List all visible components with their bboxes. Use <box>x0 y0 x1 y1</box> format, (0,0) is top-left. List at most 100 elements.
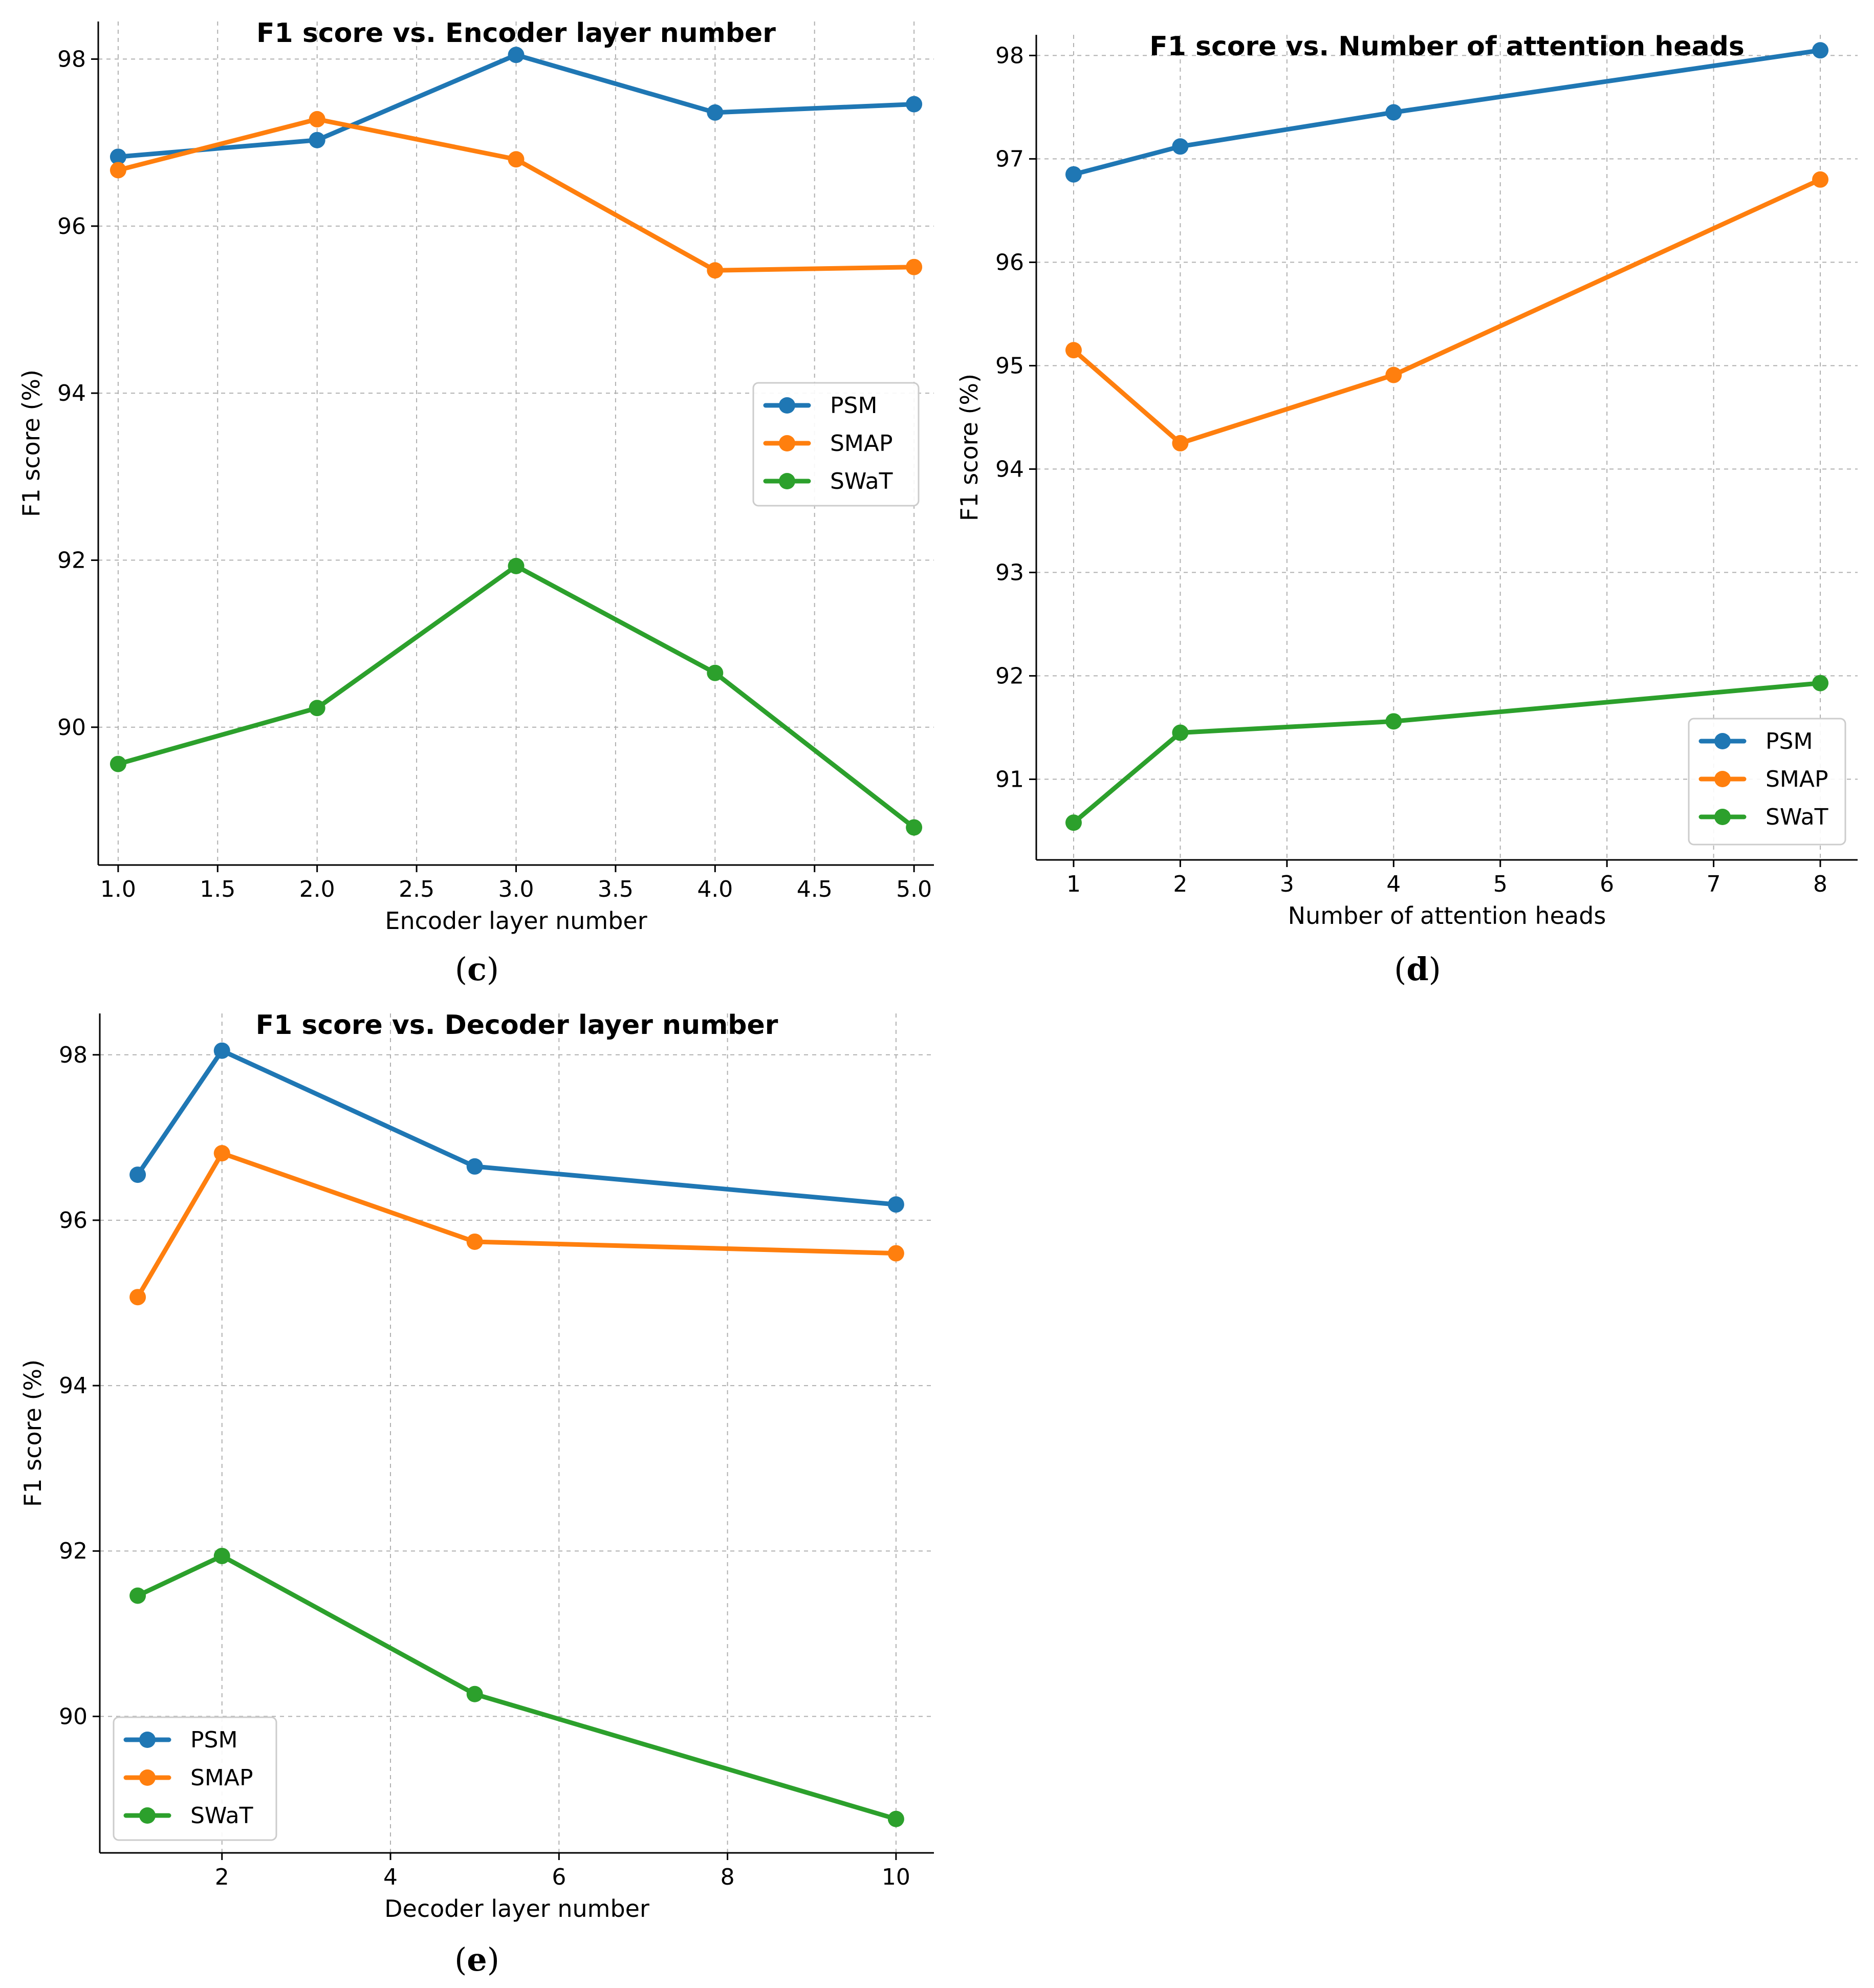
data-point-psm <box>707 104 724 121</box>
legend-marker-psm <box>1714 733 1731 749</box>
y-tick-label: 98 <box>57 46 86 72</box>
series-line-smap <box>135 1151 899 1300</box>
data-point-swat <box>466 1686 483 1702</box>
y-tick-label: 96 <box>995 249 1024 275</box>
data-point-psm <box>1385 104 1402 121</box>
x-tick-label: 6 <box>552 1864 566 1890</box>
y-tick-label: 96 <box>57 213 86 240</box>
y-tick-label: 94 <box>57 380 86 406</box>
chart-encoder-layers: 1.0 1.5 2.0 2.5 3.0 3.5 4.0 4.5 5.0 90 92 94 96 98 F1 … <box>17 18 934 988</box>
x-tick-label: 4 <box>1386 871 1401 897</box>
x-tick-label: 6 <box>1600 871 1614 897</box>
legend: PSM SMAP SWaT <box>752 382 920 507</box>
x-tick-label: 1.0 <box>100 876 136 902</box>
x-tick-label: 3.5 <box>598 876 634 902</box>
x-tick-label: 5 <box>1493 871 1508 897</box>
series-line-psm <box>1071 48 1823 177</box>
x-tick-label: 8 <box>1813 871 1827 897</box>
data-point-psm <box>906 96 923 113</box>
series-line-swat <box>1071 681 1823 825</box>
panel-label: (e) <box>454 1941 499 1978</box>
data-point-smap <box>1172 435 1189 451</box>
data-point-psm <box>1812 42 1829 59</box>
x-tick-label: 2.5 <box>399 876 434 902</box>
x-axis-label: Encoder layer number <box>385 907 647 935</box>
data-point-psm <box>508 47 525 63</box>
x-tick-label: 5.0 <box>896 876 932 902</box>
y-tick-label: 92 <box>59 1538 88 1564</box>
legend-marker-smap <box>779 435 795 451</box>
y-axis-label: F1 score (%) <box>19 1359 47 1507</box>
x-tick-label: 1 <box>1066 871 1081 897</box>
x-tick-label: 7 <box>1707 871 1721 897</box>
data-point-smap <box>1812 171 1829 188</box>
data-point-smap <box>707 262 724 279</box>
data-point-swat <box>213 1547 230 1564</box>
legend-label-smap: SMAP <box>1766 766 1828 792</box>
legend-marker-smap <box>1714 771 1731 787</box>
data-point-smap <box>508 151 525 168</box>
data-point-psm <box>1172 138 1189 155</box>
legend-label-psm: PSM <box>1766 728 1813 754</box>
legend-marker-psm <box>139 1732 156 1748</box>
chart-title: F1 score vs. Decoder layer number <box>256 1010 778 1041</box>
data-point-smap <box>213 1145 230 1162</box>
legend: PSM SMAP SWaT <box>1688 718 1846 846</box>
x-tick-label: 2.0 <box>299 876 335 902</box>
legend-marker-swat <box>139 1807 156 1824</box>
y-tick-label: 90 <box>57 715 86 741</box>
legend-box <box>113 1716 277 1841</box>
legend-label-psm: PSM <box>190 1727 237 1753</box>
y-axis-label: F1 score (%) <box>17 370 45 517</box>
series-line-swat <box>135 1553 899 1822</box>
x-axis-label: Decoder layer number <box>384 1895 649 1922</box>
x-tick-label: 3 <box>1280 871 1294 897</box>
y-axis-label: F1 score (%) <box>955 374 983 521</box>
data-point-swat <box>707 664 724 681</box>
panel-label: (d) <box>1394 950 1441 988</box>
y-tick-label: 97 <box>995 146 1024 172</box>
data-point-smap <box>1065 342 1082 359</box>
y-tick-label: 94 <box>59 1373 88 1399</box>
data-point-smap <box>110 162 126 179</box>
y-tick-label: 98 <box>995 42 1024 69</box>
series-line-smap <box>1071 177 1823 446</box>
legend-label-swat: SWaT <box>1766 804 1828 830</box>
data-point-smap <box>129 1289 146 1306</box>
data-point-smap <box>309 111 325 127</box>
data-point-swat <box>129 1587 146 1604</box>
data-point-psm <box>309 132 325 148</box>
legend-marker-psm <box>779 397 795 414</box>
data-point-psm <box>110 148 126 165</box>
x-tick-label: 2 <box>1173 871 1187 897</box>
x-tick-label: 4.0 <box>697 876 733 902</box>
data-point-psm <box>887 1196 904 1213</box>
legend: PSM SMAP SWaT <box>113 1716 277 1841</box>
x-tick-label: 4.5 <box>797 876 833 902</box>
legend-label-smap: SMAP <box>830 430 893 457</box>
chart-attention-heads: 1 2 3 4 5 6 7 8 91 92 93 94 95 96 97 98 F1 score vs. Num… <box>955 31 1858 988</box>
y-tick-label: 92 <box>995 663 1024 689</box>
legend-label-smap: SMAP <box>190 1765 253 1791</box>
data-point-psm <box>213 1042 230 1059</box>
legend-label-psm: PSM <box>830 393 877 419</box>
data-point-swat <box>1065 814 1082 831</box>
x-tick-label: 1.5 <box>200 876 235 902</box>
legend-marker-swat <box>1714 809 1731 825</box>
legend-marker-smap <box>139 1769 156 1786</box>
y-tick-label: 94 <box>995 456 1024 482</box>
y-tick-label: 91 <box>995 766 1024 792</box>
x-axis-label: Number of attention heads <box>1288 902 1606 930</box>
data-point-swat <box>1385 713 1402 730</box>
data-point-swat <box>110 755 126 772</box>
y-tick-label: 96 <box>59 1207 88 1234</box>
data-point-swat <box>1812 675 1829 692</box>
legend-label-swat: SWaT <box>830 468 893 494</box>
panel-label: (c) <box>455 950 499 988</box>
data-point-swat <box>906 819 923 836</box>
y-tick-label: 95 <box>995 353 1024 379</box>
series-line-psm <box>135 1048 899 1207</box>
data-point-swat <box>508 557 525 574</box>
